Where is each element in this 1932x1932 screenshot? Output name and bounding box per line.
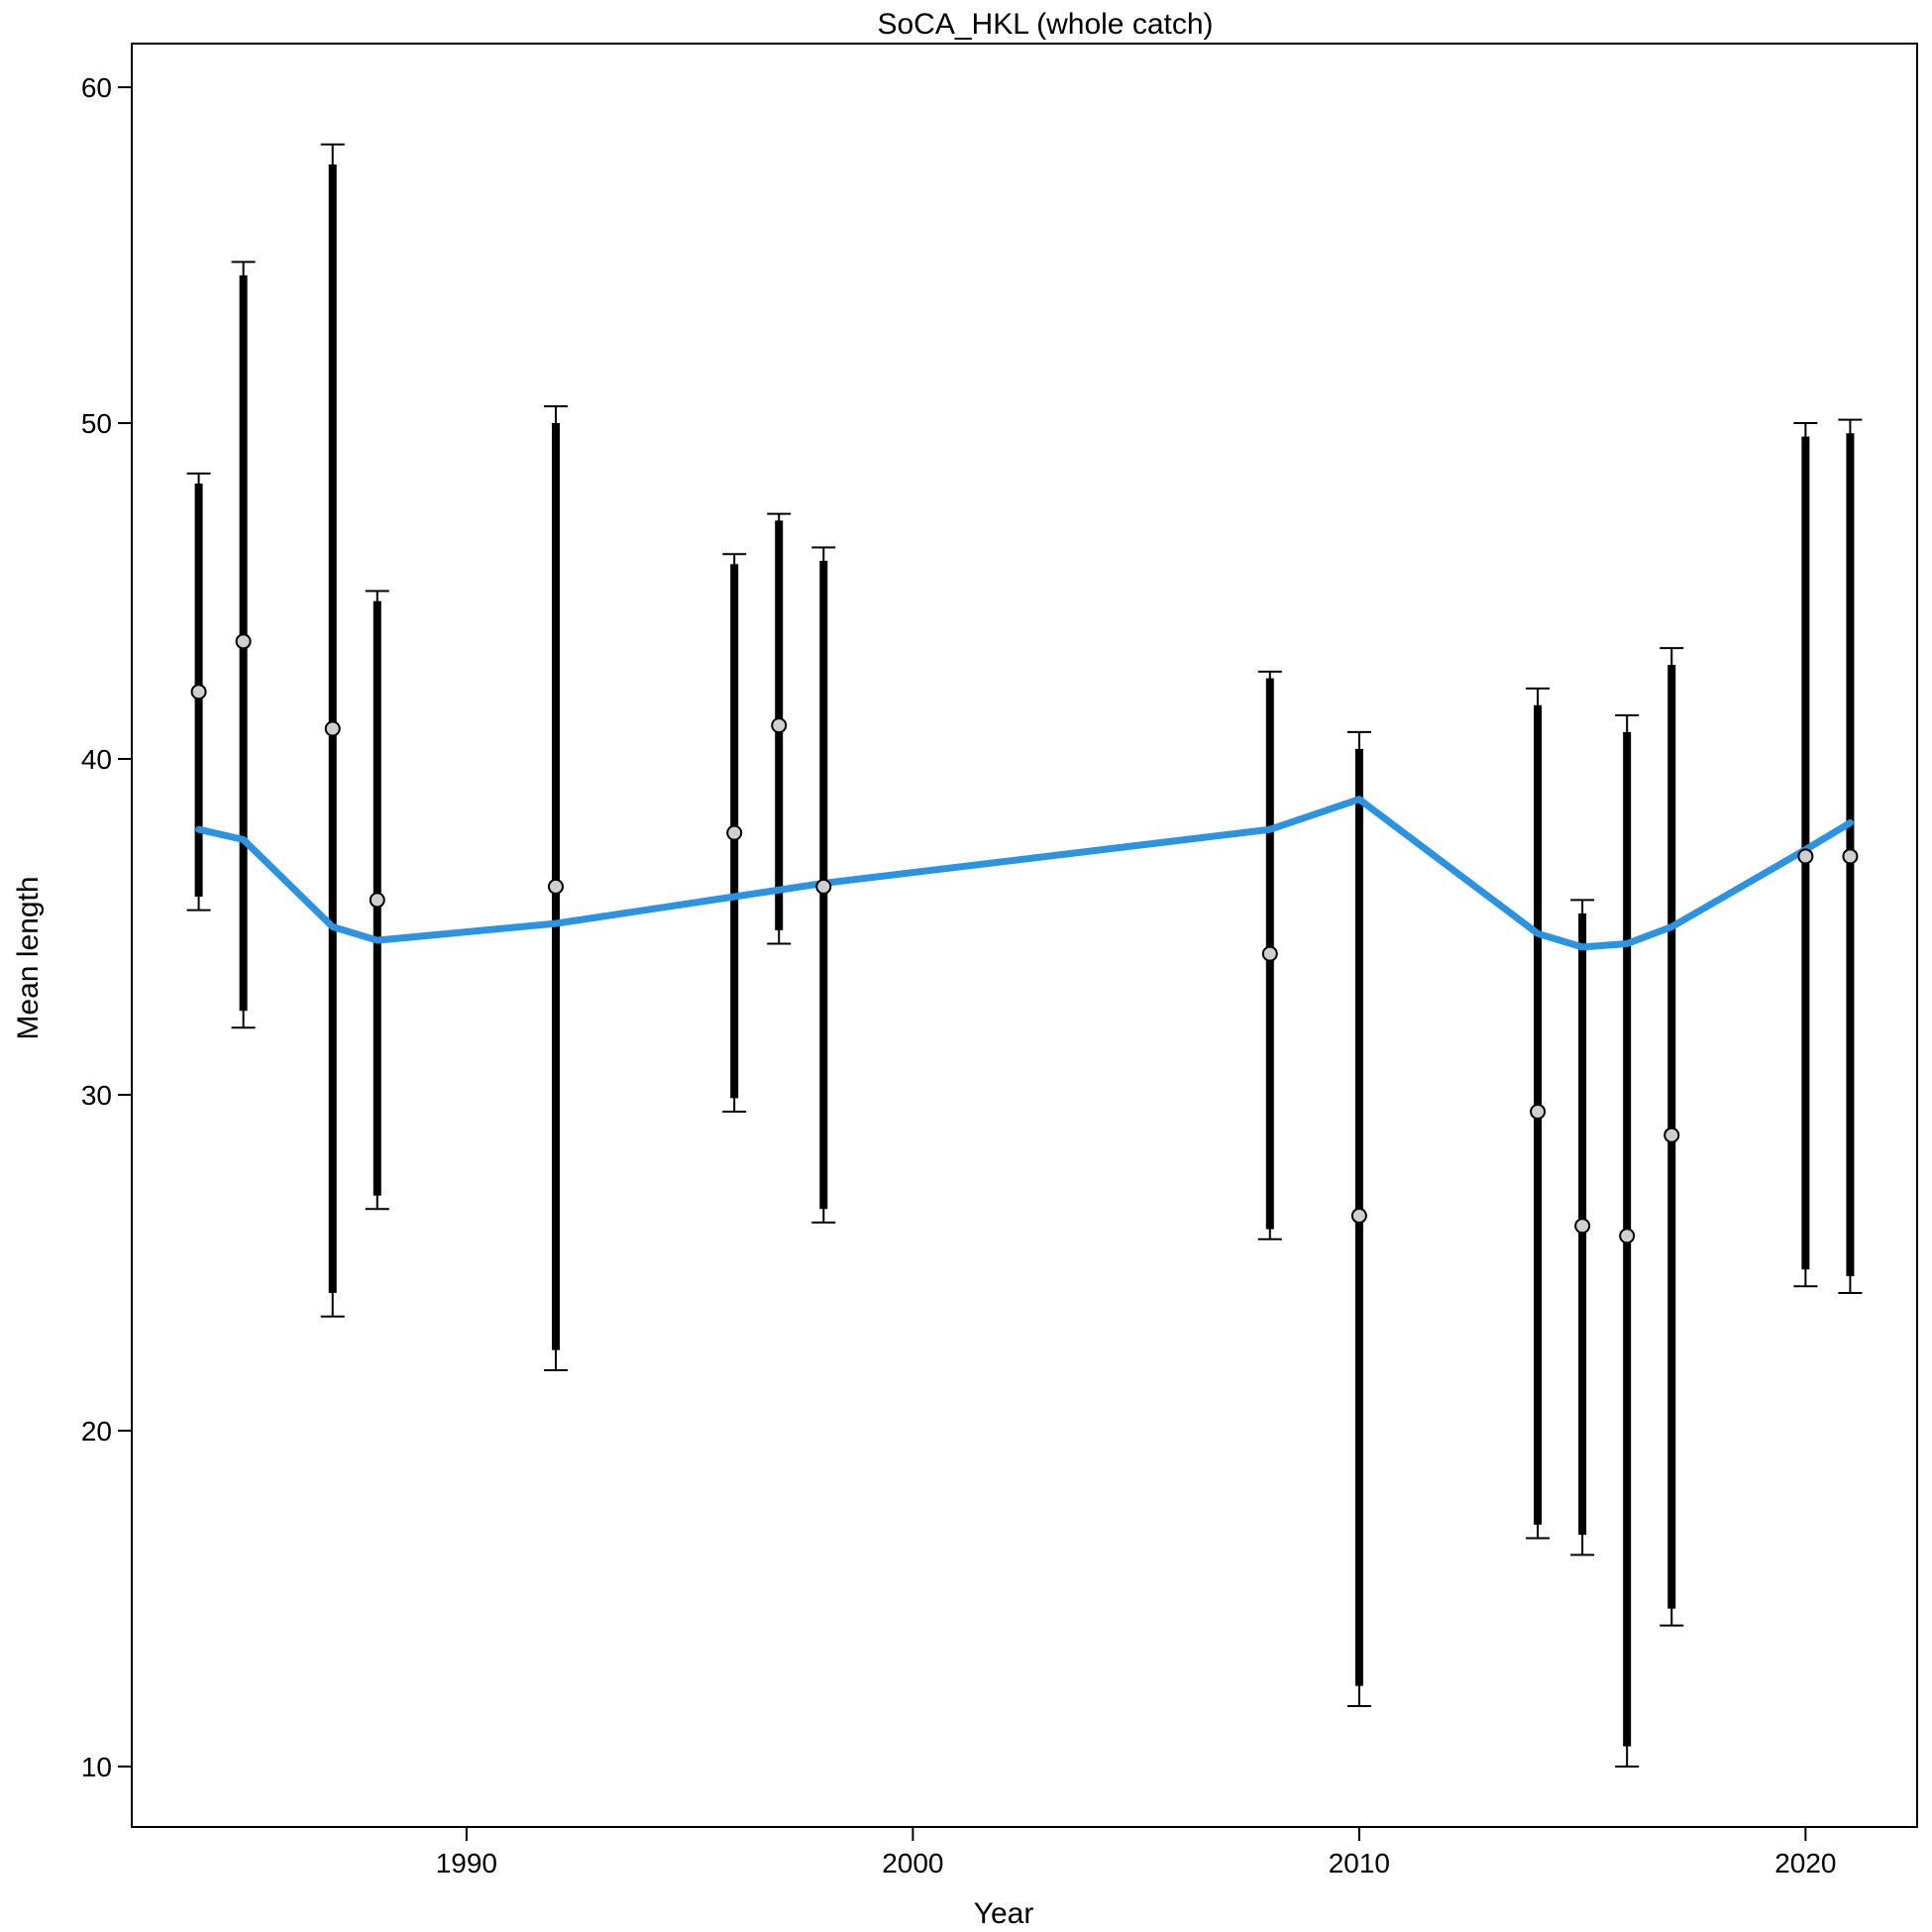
observed-mean-point — [1797, 848, 1814, 865]
y-axis-title: Mean length — [12, 876, 45, 1039]
x-axis-title: Year — [974, 1897, 1034, 1930]
observed-mean-point — [1574, 1218, 1591, 1234]
observed-points — [190, 633, 1859, 1244]
y-tick-label: 20 — [81, 1416, 112, 1447]
expected-mean-line — [195, 796, 1854, 951]
plot-frame — [131, 43, 1918, 1828]
observed-mean-point — [771, 717, 788, 734]
error-bars — [186, 143, 1863, 1768]
expected-line-layer — [195, 796, 1854, 951]
y-tick-label: 40 — [81, 744, 112, 775]
y-tick-label: 60 — [81, 72, 112, 103]
observed-mean-point — [1530, 1103, 1547, 1120]
observed-mean-point — [547, 878, 564, 895]
observed-mean-point — [1664, 1127, 1680, 1143]
observed-mean-point — [1842, 848, 1859, 865]
y-axis: 10 20 30 40 50 60 — [81, 72, 132, 1782]
x-tick-label: 1990 — [436, 1848, 497, 1878]
x-tick-label: 2020 — [1774, 1848, 1836, 1878]
observed-mean-point — [1619, 1228, 1636, 1244]
observed-mean-point — [369, 892, 385, 909]
chart-title: SoCA_HKL (whole catch) — [877, 8, 1213, 41]
x-axis: 1990 2000 2010 2020 — [436, 1827, 1837, 1878]
observed-mean-point — [815, 878, 832, 895]
observed-mean-point — [235, 633, 252, 650]
y-tick-label: 30 — [81, 1080, 112, 1111]
y-tick-label: 10 — [81, 1752, 112, 1782]
y-tick-label: 50 — [81, 408, 112, 439]
observed-mean-point — [1350, 1208, 1367, 1225]
observed-mean-point — [726, 824, 743, 841]
observed-mean-point — [1261, 945, 1278, 962]
x-tick-label: 2000 — [882, 1848, 943, 1878]
observed-mean-point — [324, 720, 341, 737]
x-tick-label: 2010 — [1329, 1848, 1390, 1878]
observed-mean-point — [190, 684, 207, 700]
